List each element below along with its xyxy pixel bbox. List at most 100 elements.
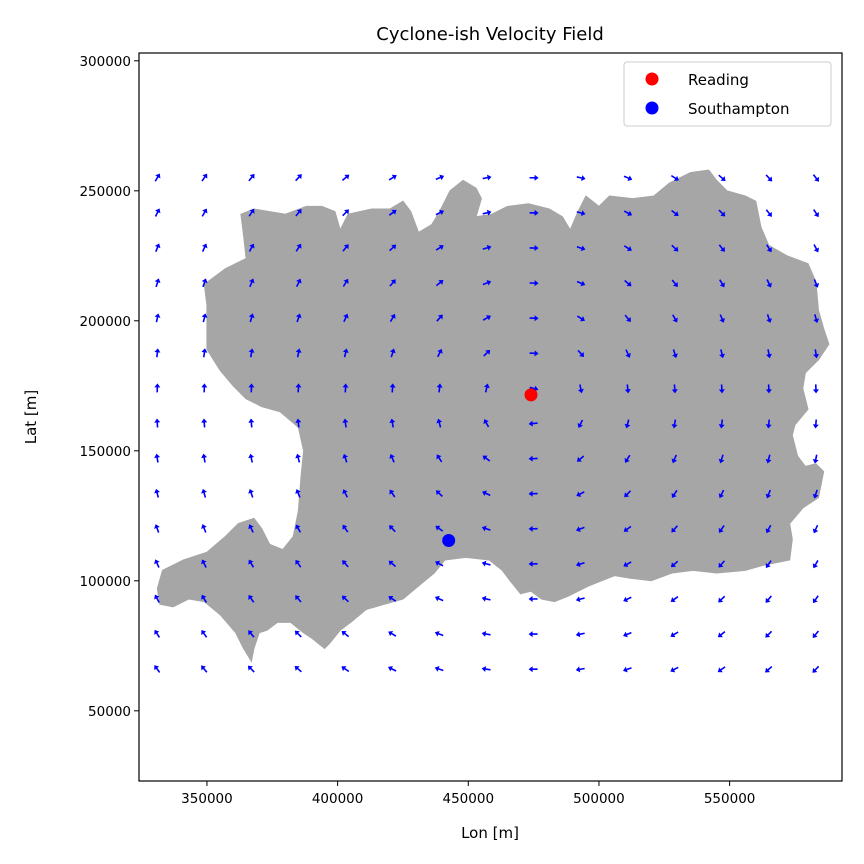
velocity-arrow bbox=[201, 630, 208, 638]
velocity-arrow bbox=[623, 175, 633, 181]
velocity-arrow bbox=[576, 280, 586, 287]
velocity-arrow bbox=[434, 630, 444, 637]
velocity-arrow bbox=[248, 559, 255, 568]
y-tick-label: 150000 bbox=[79, 444, 131, 460]
velocity-arrow bbox=[813, 349, 820, 359]
legend-box bbox=[623, 61, 832, 127]
velocity-arrow bbox=[624, 419, 631, 429]
velocity-arrow bbox=[577, 349, 585, 357]
velocity-arrow bbox=[575, 561, 585, 568]
x-axis-ticks: 350000 400000 450000 500000 550000 bbox=[181, 781, 755, 807]
velocity-arrow bbox=[576, 491, 585, 497]
velocity-arrow bbox=[624, 454, 631, 463]
velocity-arrow bbox=[295, 313, 302, 323]
velocity-arrow bbox=[248, 348, 255, 358]
plot-frame bbox=[138, 52, 843, 782]
velocity-arrow bbox=[341, 595, 349, 603]
velocity-arrow bbox=[436, 348, 443, 358]
marker-reading bbox=[524, 388, 538, 402]
markers bbox=[442, 388, 538, 547]
velocity-arrow bbox=[389, 348, 396, 358]
velocity-arrow bbox=[625, 349, 631, 358]
velocity-arrow bbox=[295, 383, 302, 393]
x-axis-label: Lon [m] bbox=[461, 824, 519, 842]
velocity-arrow bbox=[528, 631, 538, 638]
velocity-arrow bbox=[388, 666, 397, 672]
velocity-arrow bbox=[248, 524, 254, 533]
velocity-arrow bbox=[670, 560, 679, 568]
velocity-arrow bbox=[528, 596, 538, 603]
velocity-arrow bbox=[201, 243, 208, 252]
velocity-arrow bbox=[576, 526, 585, 532]
legend-label-reading: Reading bbox=[688, 71, 749, 89]
velocity-arrow bbox=[717, 666, 726, 673]
velocity-arrow bbox=[576, 210, 586, 217]
velocity-arrow bbox=[483, 419, 490, 428]
velocity-arrow bbox=[528, 420, 538, 427]
velocity-arrow bbox=[718, 595, 726, 603]
x-tick-label: 350000 bbox=[181, 791, 233, 807]
velocity-arrow bbox=[247, 665, 255, 673]
velocity-arrow bbox=[482, 455, 491, 462]
velocity-arrow bbox=[435, 560, 444, 567]
velocity-arrow bbox=[248, 208, 255, 217]
velocity-arrow bbox=[389, 244, 397, 252]
y-axis-label: Lat [m] bbox=[22, 390, 40, 445]
velocity-arrow bbox=[575, 596, 585, 603]
velocity-arrow bbox=[529, 315, 539, 322]
velocity-arrow bbox=[576, 175, 586, 181]
velocity-arrow bbox=[766, 349, 772, 359]
x-tick-label: 400000 bbox=[312, 791, 364, 807]
velocity-arrow bbox=[672, 349, 678, 359]
velocity-arrow bbox=[154, 348, 161, 358]
velocity-arrow bbox=[388, 560, 397, 568]
velocity-arrow bbox=[389, 383, 396, 393]
velocity-arrow bbox=[481, 630, 491, 637]
velocity-arrow bbox=[295, 243, 302, 252]
velocity-arrow bbox=[813, 209, 819, 218]
velocity-arrow bbox=[671, 209, 679, 216]
velocity-arrow bbox=[718, 560, 726, 568]
velocity-arrow bbox=[154, 594, 160, 603]
velocity-arrow bbox=[389, 525, 396, 533]
velocity-arrow bbox=[154, 243, 161, 253]
velocity-arrow bbox=[435, 174, 445, 181]
velocity-arrow bbox=[342, 418, 349, 428]
velocity-arrow bbox=[483, 349, 491, 357]
velocity-arrow bbox=[671, 525, 678, 533]
velocity-arrow bbox=[248, 173, 255, 182]
velocity-arrow bbox=[482, 490, 491, 497]
velocity-arrow bbox=[248, 383, 255, 393]
velocity-arrow bbox=[718, 384, 725, 394]
velocity-arrow bbox=[342, 278, 349, 287]
legend-label-southampton: Southampton bbox=[688, 100, 789, 118]
velocity-arrow bbox=[342, 489, 349, 498]
velocity-arrow bbox=[295, 559, 302, 568]
velocity-arrow bbox=[812, 560, 819, 569]
velocity-arrow bbox=[765, 560, 772, 569]
velocity-arrow bbox=[201, 453, 208, 463]
velocity-arrow bbox=[623, 245, 632, 252]
velocity-arrow bbox=[576, 455, 585, 462]
velocity-arrow bbox=[295, 278, 302, 288]
velocity-arrow bbox=[434, 595, 444, 602]
velocity-arrow bbox=[482, 174, 492, 181]
legend: Reading Southampton bbox=[623, 61, 832, 127]
velocity-arrow bbox=[812, 665, 820, 673]
velocity-arrow bbox=[671, 279, 678, 287]
velocity-arrow bbox=[575, 631, 585, 638]
velocity-arrow bbox=[435, 525, 444, 532]
velocity-arrow bbox=[154, 559, 160, 568]
velocity-arrow bbox=[671, 454, 678, 464]
velocity-arrow bbox=[154, 524, 160, 533]
velocity-arrow bbox=[812, 595, 819, 604]
velocity-arrow bbox=[624, 384, 631, 394]
velocity-arrow bbox=[622, 666, 632, 673]
velocity-arrow bbox=[670, 666, 679, 673]
velocity-arrow bbox=[389, 418, 396, 428]
velocity-arrow bbox=[248, 488, 254, 498]
velocity-arrow bbox=[436, 418, 443, 428]
velocity-arrow bbox=[248, 418, 255, 428]
velocity-arrow bbox=[529, 350, 539, 357]
velocity-arrow bbox=[249, 278, 255, 288]
